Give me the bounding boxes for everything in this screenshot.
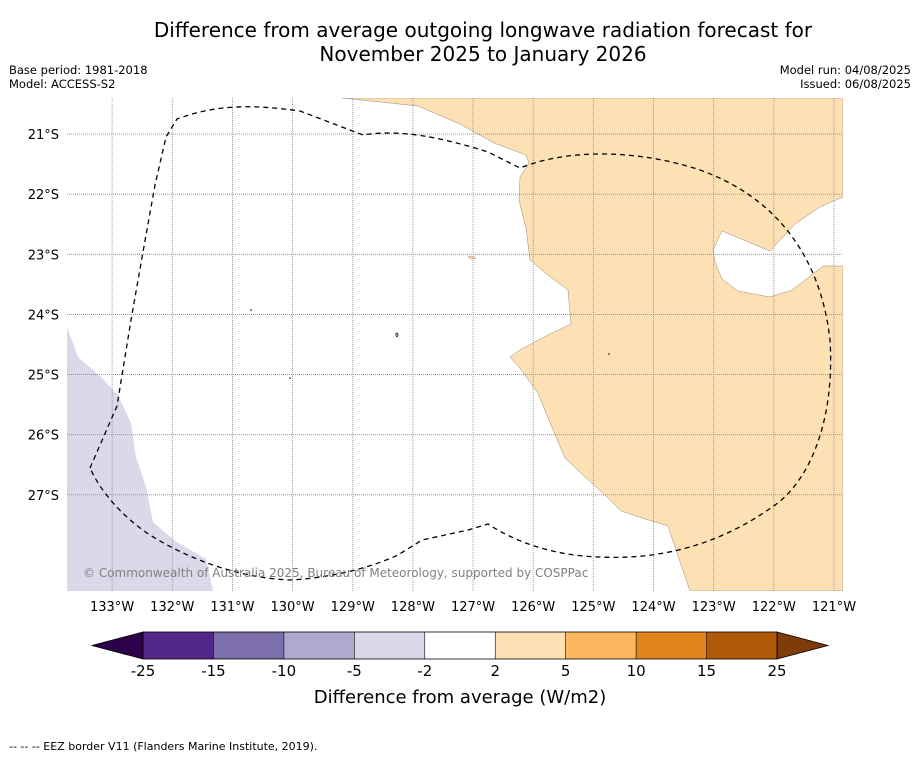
- chart-title: Difference from average outgoing longwav…: [0, 18, 919, 66]
- lat-tick-label: 23°S: [28, 248, 59, 263]
- colorbar-tick-label: -15: [201, 662, 226, 680]
- meta-right: Model run: 04/08/2025 Issued: 06/08/2025: [780, 63, 911, 91]
- colorbar-bin: [283, 632, 355, 659]
- lat-tick-label: 22°S: [28, 188, 59, 203]
- colorbar-bin: [213, 632, 284, 659]
- eez-border: [89, 106, 832, 581]
- lon-tick-label: 123°W: [692, 600, 736, 615]
- colorbar-bin: [354, 632, 425, 659]
- lon-tick-label: 122°W: [752, 600, 796, 615]
- colorbar-tick-label: -5: [347, 662, 362, 680]
- meta-left: Base period: 1981-2018 Model: ACCESS-S2: [9, 63, 148, 91]
- issued-date: Issued: 06/08/2025: [800, 77, 911, 91]
- lon-tick-label: 132°W: [150, 600, 194, 615]
- colorbar-over-arrow: [776, 631, 830, 660]
- colorbar-label: Difference from average (W/m2): [314, 687, 606, 708]
- colorbar-bin: [424, 632, 496, 659]
- graticule: [67, 98, 843, 591]
- lat-tick-label: 24°S: [28, 308, 59, 323]
- colorbar-tick-label: 2: [490, 662, 500, 680]
- colorbar-bin: [706, 632, 777, 659]
- colorbar-bin: [143, 632, 214, 659]
- lon-tick-label: 130°W: [270, 600, 314, 615]
- map-figure: © Commonwealth of Australia 2025, Bureau…: [28, 98, 857, 708]
- colorbar-tick-label: 15: [697, 662, 716, 680]
- base-period: Base period: 1981-2018: [9, 63, 148, 77]
- lon-tick-label: 128°W: [391, 600, 435, 615]
- title-line-1: Difference from average outgoing longwav…: [153, 18, 813, 42]
- colorbar-tick-label: -25: [131, 662, 156, 680]
- axis-labels: 133°W 132°W 131°W 130°W 129°W 128°W 127°W 126°W…: [28, 128, 857, 615]
- title-line-2: November 2025 to January 2026: [319, 42, 647, 66]
- colorbar-tick-label: 5: [561, 662, 571, 680]
- colorbar: -25 -15 -10 -5 -2 2 5 10 15 25: [90, 631, 830, 680]
- lat-tick-label: 26°S: [28, 429, 59, 444]
- lon-tick-label: 126°W: [511, 600, 555, 615]
- lat-tick-label: 27°S: [28, 489, 59, 504]
- model-run: Model run: 04/08/2025: [779, 63, 911, 77]
- map-area: © Commonwealth of Australia 2025, Bureau…: [67, 98, 843, 591]
- copyright-notice: © Commonwealth of Australia 2025, Bureau…: [83, 566, 588, 580]
- island-marker: [250, 309, 252, 311]
- lon-tick-label: 121°W: [812, 600, 856, 615]
- lat-tick-label: 21°S: [28, 128, 59, 143]
- lon-tick-label: 133°W: [90, 600, 134, 615]
- island-marker: [608, 353, 610, 355]
- lon-tick-label: 127°W: [451, 600, 495, 615]
- footer-note: -- -- -- EEZ border V11 (Flanders Marine…: [9, 740, 318, 753]
- colorbar-tick-label: -2: [417, 662, 432, 680]
- island-marker: [395, 332, 399, 337]
- lon-tick-label: 124°W: [631, 600, 675, 615]
- lon-tick-label: 131°W: [210, 600, 254, 615]
- lon-tick-label: 125°W: [571, 600, 615, 615]
- colorbar-tick-label: 25: [767, 662, 786, 680]
- colorbar-bin: [565, 632, 637, 659]
- model-name: Model: ACCESS-S2: [9, 77, 116, 91]
- colorbar-under-arrow: [90, 631, 144, 660]
- colorbar-tick-label: 10: [627, 662, 646, 680]
- lat-tick-label: 25°S: [28, 369, 59, 384]
- anomaly-region-negative: [67, 327, 213, 591]
- colorbar-tick-label: -10: [272, 662, 297, 680]
- colorbar-bin: [495, 632, 566, 659]
- colorbar-bin: [636, 632, 707, 659]
- anomaly-speck: [467, 255, 477, 260]
- island-marker: [289, 377, 291, 379]
- lon-tick-label: 129°W: [331, 600, 375, 615]
